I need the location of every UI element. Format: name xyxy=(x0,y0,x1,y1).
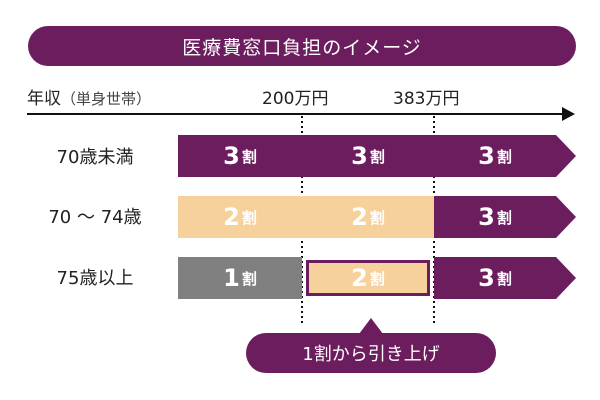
axis-label-text: 年収 xyxy=(27,89,61,109)
row-arrow-tip-0 xyxy=(556,135,576,177)
rate-value: 1 xyxy=(223,264,240,292)
rate-suffix: 割 xyxy=(241,269,257,288)
rate-suffix: 割 xyxy=(496,269,512,288)
rate-value: 3 xyxy=(478,264,495,292)
row-arrow-tip-1 xyxy=(556,196,576,238)
rate-suffix: 割 xyxy=(241,147,257,166)
rate-value: 3 xyxy=(478,142,495,170)
rate-suffix: 割 xyxy=(369,147,385,166)
rate-value: 2 xyxy=(223,203,240,231)
rate-value: 3 xyxy=(478,203,495,231)
rate-value: 3 xyxy=(223,142,240,170)
rate-suffix: 割 xyxy=(496,208,512,227)
title-banner: 医療費窓口負担のイメージ xyxy=(28,26,576,66)
callout-bubble: 1割から引き上げ xyxy=(246,333,496,373)
row-arrow-tip-2 xyxy=(556,257,576,299)
row-label-under-70: 70歳未満 xyxy=(56,147,134,168)
callout-pointer xyxy=(359,318,383,334)
callout-text: 1割から引き上げ xyxy=(302,344,440,365)
axis-unit: （単身世帯） xyxy=(61,90,152,108)
row-label-75-plus: 75歳以上 xyxy=(56,268,134,289)
axis-label: 年収（単身世帯） xyxy=(27,84,151,109)
row-label-70-74: 70 ～ 74歳 xyxy=(48,207,142,228)
rate-suffix: 割 xyxy=(369,269,385,288)
rate-suffix: 割 xyxy=(496,147,512,166)
rate-value: 3 xyxy=(351,142,368,170)
tick-label-383: 383万円 xyxy=(393,89,460,109)
rate-suffix: 割 xyxy=(369,208,385,227)
rate-value: 2 xyxy=(351,203,368,231)
diagram-title: 医療費窓口負担のイメージ xyxy=(182,36,422,59)
axis-arrow-icon xyxy=(562,107,575,121)
rate-suffix: 割 xyxy=(241,208,257,227)
tick-label-200: 200万円 xyxy=(262,89,329,109)
rate-value: 2 xyxy=(351,264,368,292)
